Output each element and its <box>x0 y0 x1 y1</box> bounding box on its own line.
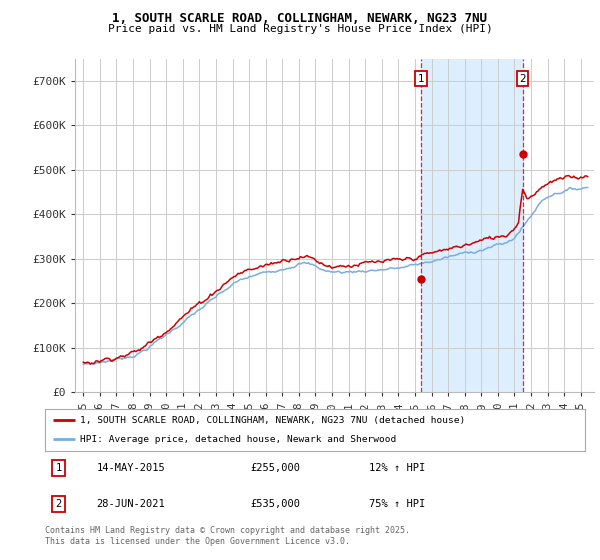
Text: Price paid vs. HM Land Registry's House Price Index (HPI): Price paid vs. HM Land Registry's House … <box>107 24 493 34</box>
Text: 1: 1 <box>418 74 424 84</box>
Text: 14-MAY-2015: 14-MAY-2015 <box>96 463 165 473</box>
Text: 1, SOUTH SCARLE ROAD, COLLINGHAM, NEWARK, NG23 7NU: 1, SOUTH SCARLE ROAD, COLLINGHAM, NEWARK… <box>113 12 487 25</box>
Text: Contains HM Land Registry data © Crown copyright and database right 2025.
This d: Contains HM Land Registry data © Crown c… <box>45 526 410 546</box>
Text: 12% ↑ HPI: 12% ↑ HPI <box>369 463 425 473</box>
Text: 75% ↑ HPI: 75% ↑ HPI <box>369 499 425 509</box>
Text: £255,000: £255,000 <box>250 463 300 473</box>
Bar <box>421 59 523 392</box>
Text: £535,000: £535,000 <box>250 499 300 509</box>
Text: 28-JUN-2021: 28-JUN-2021 <box>96 499 165 509</box>
Text: 2: 2 <box>55 499 62 509</box>
Text: 1, SOUTH SCARLE ROAD, COLLINGHAM, NEWARK, NG23 7NU (detached house): 1, SOUTH SCARLE ROAD, COLLINGHAM, NEWARK… <box>80 416 466 424</box>
Text: HPI: Average price, detached house, Newark and Sherwood: HPI: Average price, detached house, Newa… <box>80 435 397 444</box>
Text: 1: 1 <box>55 463 62 473</box>
Text: 2: 2 <box>519 74 526 84</box>
